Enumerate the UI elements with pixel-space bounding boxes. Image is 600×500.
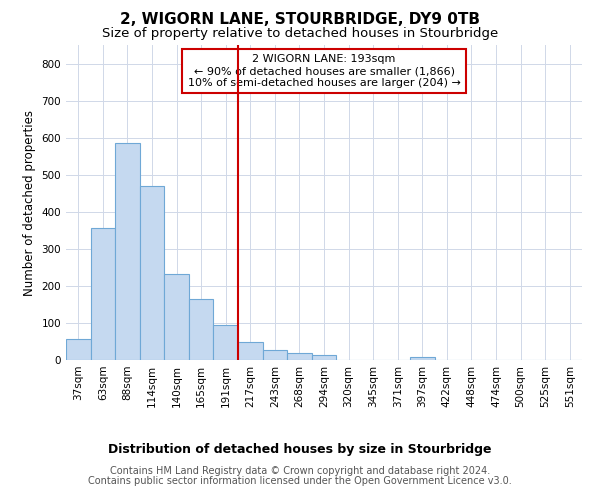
Text: 2 WIGORN LANE: 193sqm
← 90% of detached houses are smaller (1,866)
10% of semi-d: 2 WIGORN LANE: 193sqm ← 90% of detached …	[188, 54, 460, 88]
Bar	[263, 350, 287, 360]
Text: Size of property relative to detached houses in Stourbridge: Size of property relative to detached ho…	[102, 28, 498, 40]
Text: Distribution of detached houses by size in Stourbridge: Distribution of detached houses by size …	[108, 442, 492, 456]
Bar	[189, 299, 214, 360]
Bar	[140, 186, 164, 360]
Bar	[312, 355, 336, 360]
Text: Contains public sector information licensed under the Open Government Licence v3: Contains public sector information licen…	[88, 476, 512, 486]
Y-axis label: Number of detached properties: Number of detached properties	[23, 110, 36, 296]
Bar	[287, 352, 312, 360]
Bar	[66, 339, 91, 360]
Bar	[214, 325, 238, 360]
Text: 2, WIGORN LANE, STOURBRIDGE, DY9 0TB: 2, WIGORN LANE, STOURBRIDGE, DY9 0TB	[120, 12, 480, 28]
Bar	[164, 274, 189, 360]
Bar	[115, 143, 140, 360]
Bar	[238, 342, 263, 360]
Bar	[91, 228, 115, 360]
Text: Contains HM Land Registry data © Crown copyright and database right 2024.: Contains HM Land Registry data © Crown c…	[110, 466, 490, 476]
Bar	[410, 357, 434, 360]
